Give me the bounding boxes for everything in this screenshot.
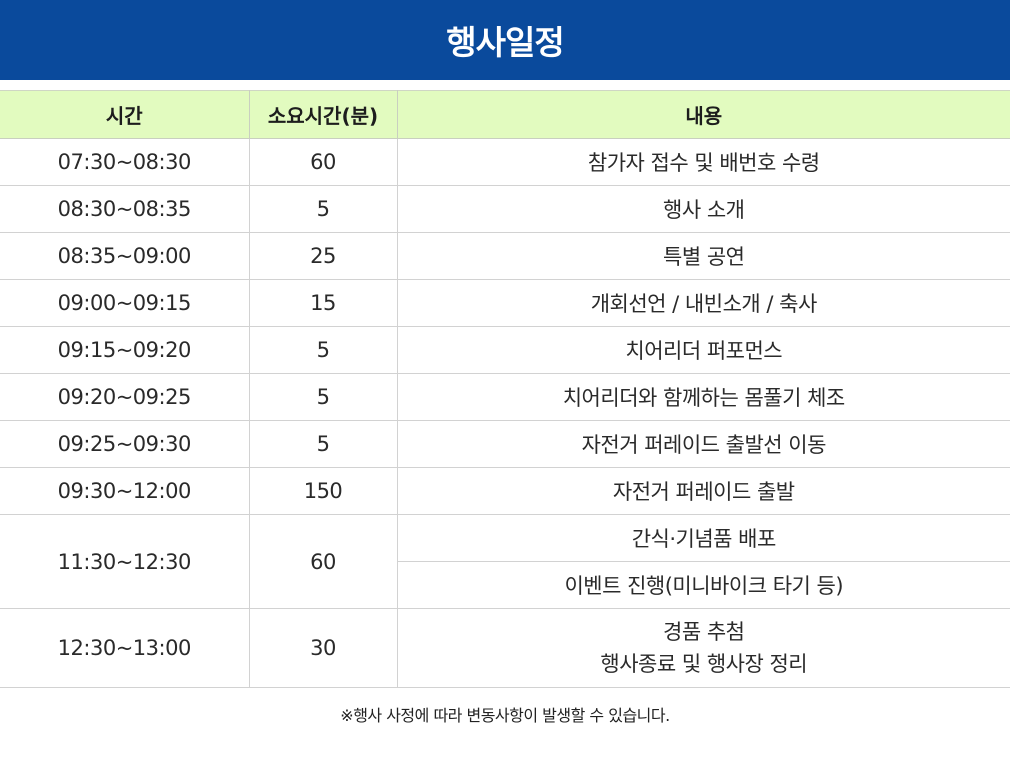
duration-cell: 5 xyxy=(248,326,398,374)
time-cell: 12:30~13:00 xyxy=(0,608,250,688)
duration-cell: 150 xyxy=(248,467,398,515)
table-row: 08:35~09:00 25 특별 공연 xyxy=(0,232,1010,280)
table-row: 09:00~09:15 15 개회선언 / 내빈소개 / 축사 xyxy=(0,279,1010,327)
time-cell: 09:15~09:20 xyxy=(0,326,250,374)
content-cell: 자전거 퍼레이드 출발 xyxy=(396,467,1010,515)
time-cell: 09:00~09:15 xyxy=(0,279,250,327)
time-cell: 09:20~09:25 xyxy=(0,373,250,421)
column-header-time: 시간 xyxy=(0,90,250,139)
footnote: ※행사 사정에 따라 변동사항이 발생할 수 있습니다. xyxy=(340,706,670,725)
table-row: 08:30~08:35 5 행사 소개 xyxy=(0,185,1010,233)
page-title: 행사일정 xyxy=(446,23,564,62)
content-cell: 치어리더와 함께하는 몸풀기 체조 xyxy=(396,373,1010,421)
content-line: 행사종료 및 행사장 정리 xyxy=(600,652,808,676)
time-cell: 07:30~08:30 xyxy=(0,138,250,186)
duration-cell: 15 xyxy=(248,279,398,327)
table-row: 09:15~09:20 5 치어리더 퍼포먼스 xyxy=(0,326,1010,374)
content-cell: 간식·기념품 배포 xyxy=(396,514,1010,562)
content-cell: 치어리더 퍼포먼스 xyxy=(396,326,1010,374)
duration-cell: 60 xyxy=(248,138,398,186)
content-cell: 자전거 퍼레이드 출발선 이동 xyxy=(396,420,1010,468)
duration-cell: 5 xyxy=(248,420,398,468)
time-cell: 09:25~09:30 xyxy=(0,420,250,468)
schedule-table: 시간 소요시간(분) 내용 07:30~08:30 60 참가자 접수 및 배번… xyxy=(0,90,1010,688)
table-row: 11:30~12:30 60 간식·기념품 배포 xyxy=(0,514,1010,609)
content-cell: 개회선언 / 내빈소개 / 축사 xyxy=(396,279,1010,327)
content-cell: 이벤트 진행(미니바이크 타기 등) xyxy=(397,561,1010,609)
content-line: 경품 추첨 xyxy=(663,620,745,644)
page-header: 행사일정 xyxy=(0,0,1010,80)
time-cell: 09:30~12:00 xyxy=(0,467,250,515)
table-row: 09:25~09:30 5 자전거 퍼레이드 출발선 이동 xyxy=(0,420,1010,468)
duration-cell: 5 xyxy=(248,185,398,233)
content-cell: 참가자 접수 및 배번호 수령 xyxy=(396,138,1010,186)
time-cell: 08:30~08:35 xyxy=(0,185,250,233)
table-row: 12:30~13:00 30 경품 추첨 행사종료 및 행사장 정리 xyxy=(0,608,1010,688)
time-cell: 11:30~12:30 xyxy=(0,514,250,609)
duration-cell: 5 xyxy=(248,373,398,421)
content-cell: 행사 소개 xyxy=(396,185,1010,233)
table-row: 09:30~12:00 150 자전거 퍼레이드 출발 xyxy=(0,467,1010,515)
column-header-content: 내용 xyxy=(396,90,1010,139)
duration-cell: 60 xyxy=(248,514,398,609)
table-row: 07:30~08:30 60 참가자 접수 및 배번호 수령 xyxy=(0,138,1010,186)
duration-cell: 25 xyxy=(248,232,398,280)
table-header-row: 시간 소요시간(분) 내용 xyxy=(0,90,1010,139)
content-cell: 경품 추첨 행사종료 및 행사장 정리 xyxy=(396,608,1010,688)
table-row: 이벤트 진행(미니바이크 타기 등) xyxy=(0,561,1010,609)
duration-cell: 30 xyxy=(248,608,398,688)
table-row: 09:20~09:25 5 치어리더와 함께하는 몸풀기 체조 xyxy=(0,373,1010,421)
content-cell: 특별 공연 xyxy=(396,232,1010,280)
time-cell: 08:35~09:00 xyxy=(0,232,250,280)
column-header-duration: 소요시간(분) xyxy=(248,90,398,139)
